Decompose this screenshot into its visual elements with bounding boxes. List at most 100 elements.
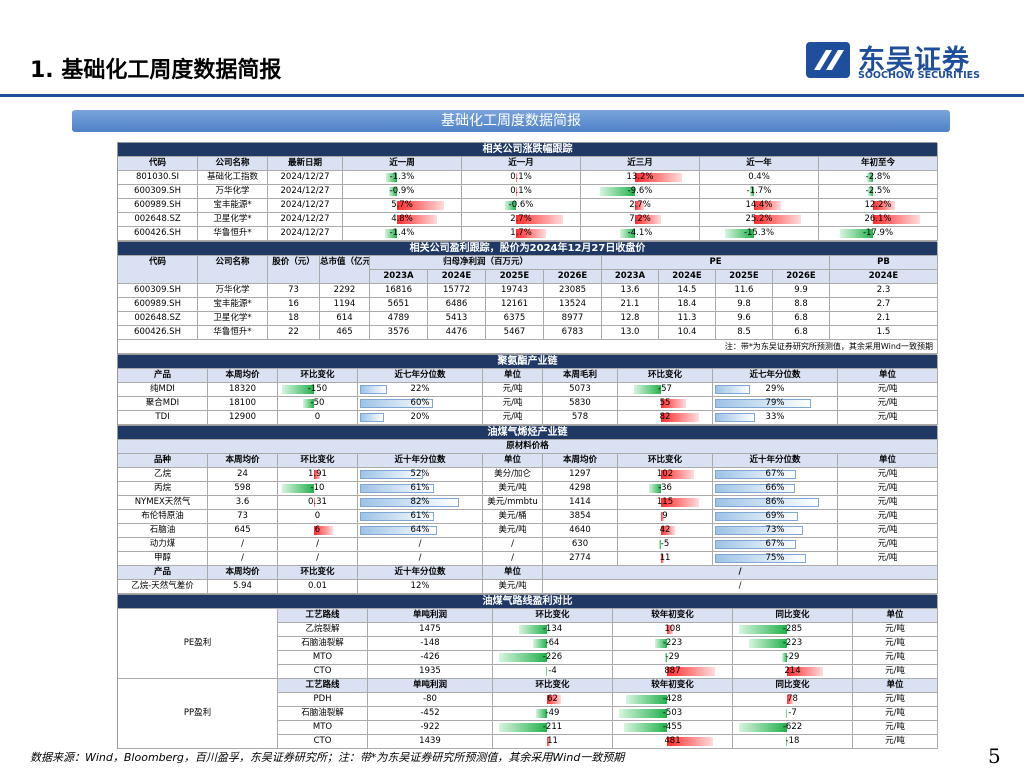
table-cell: 总市值（亿元）: [320, 256, 370, 284]
data-bar: [634, 215, 661, 224]
data-bar: [667, 667, 715, 676]
table-cell: 2774: [543, 552, 618, 566]
table-cell: 12.2%: [819, 199, 938, 213]
cell-text: 近一年: [746, 158, 772, 168]
table-cell: -223: [613, 637, 733, 651]
cell-text: 7.2%: [629, 214, 651, 224]
cell-text: 3576: [387, 327, 410, 337]
cell-text: 9.9: [794, 285, 808, 295]
table-cell: 5.7%: [343, 199, 462, 213]
table-cell: 12900: [208, 411, 278, 425]
cell-text: 近三月: [627, 158, 653, 168]
table-cell: 22: [268, 326, 320, 340]
cell-text: 注：带*为东吴证券研究所预测值，其余采用Wind一致预期: [724, 342, 933, 351]
table-cell: PE: [602, 256, 830, 270]
cell-text: 9.6: [737, 313, 751, 323]
cell-text: 元/吨: [877, 497, 898, 507]
cell-text: /: [316, 539, 319, 549]
cell-text: -18: [785, 736, 800, 746]
cell-text: -211: [542, 722, 563, 732]
table-cell: 单吨利润: [368, 679, 493, 693]
table-cell: 本周均价: [208, 566, 278, 580]
data-bar: [739, 723, 787, 732]
cell-text: 16: [288, 299, 299, 309]
cell-text: -922: [420, 722, 440, 732]
table-cell: 9: [618, 510, 713, 524]
table-cell: 近十年分位数: [358, 566, 483, 580]
cell-text: 单位: [503, 567, 521, 577]
cell-text: -452: [420, 708, 440, 718]
table-cell: 相关公司涨跌幅跟踪: [118, 143, 938, 157]
cell-text: 2024/12/27: [280, 214, 330, 224]
cell-text: PP盈利: [183, 708, 212, 718]
data-bar: [634, 201, 645, 210]
cell-text: -80: [423, 694, 437, 704]
cell-text: 单吨利润: [412, 610, 447, 620]
cell-text: /: [738, 567, 742, 577]
cell-text: -4: [548, 666, 557, 676]
table-cell: /: [543, 580, 938, 594]
cell-text: 环比变化: [300, 567, 335, 577]
table-cell: 3854: [543, 510, 618, 524]
table-cell: -428: [613, 693, 733, 707]
data-bar: [659, 540, 661, 549]
table-cell: 82%: [358, 496, 483, 510]
cell-text: 60%: [410, 398, 430, 408]
cell-text: 8977: [561, 313, 584, 323]
table-cell: 元/吨: [838, 538, 938, 552]
data-bar: [389, 187, 397, 196]
cell-text: CTO: [313, 666, 332, 676]
table-cell: 纯MDI: [118, 383, 208, 397]
table-cell: 11: [493, 735, 613, 749]
table-cell: 0.1%: [462, 171, 581, 185]
table-cell: 2.1: [830, 312, 938, 326]
table-cell: 元/吨: [838, 397, 938, 411]
cell-text: -223: [662, 638, 683, 648]
table-cell: 481: [613, 735, 733, 749]
cell-text: 2.7%: [510, 214, 532, 224]
table-cell: -7: [733, 707, 853, 721]
cell-text: 13.6: [620, 285, 640, 295]
cell-text: 6.8: [794, 313, 808, 323]
table-cell: 元/吨: [853, 623, 938, 637]
cell-text: 9.8: [737, 299, 751, 309]
table-cell: 美元/吨: [483, 580, 543, 594]
data-bar: [724, 229, 754, 238]
table-cell: -0.9%: [343, 185, 462, 199]
header-rule: [0, 94, 1024, 97]
table-cell: -15.3%: [700, 227, 819, 241]
cell-text: -4.1%: [627, 228, 653, 238]
table-cell: 2.7%: [581, 199, 700, 213]
table-cell: 5413: [428, 312, 486, 326]
cell-text: -2.8%: [865, 172, 891, 182]
cell-text: 3854: [569, 511, 591, 521]
cell-text: 近一月: [508, 158, 534, 168]
data-bar: [396, 201, 445, 210]
cell-text: /: [316, 553, 319, 563]
table-cell: 67%: [713, 468, 838, 482]
cell-text: 23085: [558, 285, 587, 295]
cell-text: 86%: [765, 497, 785, 507]
table-cell: 单位: [853, 679, 938, 693]
table-cell: 82: [618, 411, 713, 425]
cell-text: -428: [662, 694, 683, 704]
cell-text: 代码: [148, 158, 166, 168]
table-cell: 1297: [543, 468, 618, 482]
table-cell: /: [278, 538, 358, 552]
table-cell: 2025E: [716, 270, 773, 284]
cell-text: 6486: [445, 299, 468, 309]
cell-text: -503: [662, 708, 683, 718]
table-cell: 华鲁恒升*: [198, 227, 268, 241]
table-cell: 华鲁恒升*: [198, 326, 268, 340]
table-cell: 6: [278, 524, 358, 538]
cell-text: 8.5: [737, 327, 751, 337]
cell-text: 12.2%: [864, 200, 892, 210]
table-cell: 公司名称: [198, 157, 268, 171]
cell-text: 61%: [410, 511, 430, 521]
cell-text: 2026E: [557, 271, 588, 281]
data-bar: [839, 229, 873, 238]
table-cell: 近一周: [343, 157, 462, 171]
cell-text: 工艺路线: [305, 610, 340, 620]
cell-text: 公司名称: [215, 257, 250, 267]
